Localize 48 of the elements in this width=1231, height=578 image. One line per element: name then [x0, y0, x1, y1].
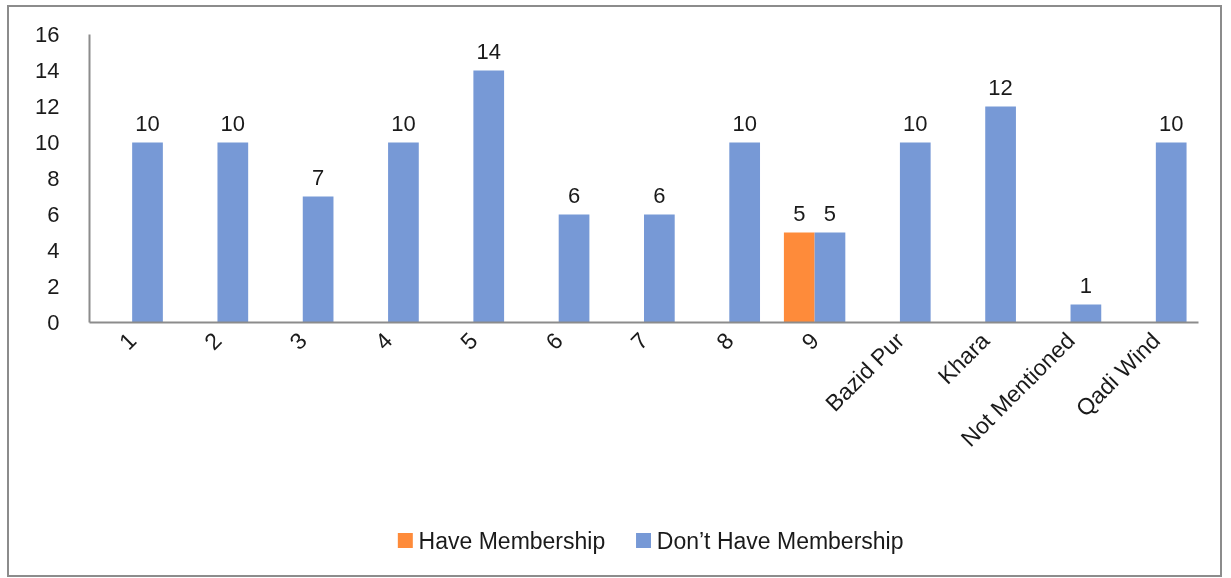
data-label: 7 — [312, 164, 325, 190]
data-label: 6 — [653, 182, 666, 208]
y-tick-label: 4 — [47, 238, 60, 263]
bar — [558, 214, 590, 323]
legend-label: Don’t Have Membership — [656, 527, 904, 554]
bar — [388, 142, 419, 323]
y-tick-label: 2 — [47, 274, 60, 299]
x-tick-label: 3 — [284, 327, 312, 355]
y-tick-label: 0 — [47, 310, 60, 335]
data-label: 12 — [988, 74, 1013, 100]
data-label: 10 — [732, 110, 757, 136]
data-label: 10 — [135, 110, 160, 136]
bar — [217, 142, 249, 323]
bar — [899, 142, 931, 323]
bar — [132, 142, 163, 323]
x-tick-label: 5 — [455, 327, 483, 355]
bar — [1155, 142, 1187, 323]
bar — [1070, 304, 1102, 323]
bar — [814, 232, 846, 323]
y-tick-label: 12 — [35, 94, 60, 119]
x-tick-label: 7 — [625, 327, 654, 355]
data-label: 10 — [220, 110, 246, 136]
x-tick-label: 6 — [540, 327, 568, 355]
data-label: 5 — [823, 200, 837, 226]
bar — [783, 232, 815, 323]
x-tick-label: 2 — [199, 327, 227, 355]
data-label: 14 — [476, 38, 501, 64]
data-label: 1 — [1079, 272, 1093, 298]
data-label: 10 — [1158, 110, 1184, 136]
data-label: 10 — [903, 110, 928, 136]
x-tick-label: 4 — [369, 327, 398, 355]
data-label: 6 — [567, 182, 581, 208]
y-tick-label: 14 — [35, 58, 60, 83]
x-tick-label: 1 — [113, 327, 142, 355]
bar — [644, 214, 675, 323]
bar — [302, 196, 334, 323]
y-tick-label: 6 — [47, 202, 60, 227]
bar — [729, 142, 761, 323]
bar — [985, 106, 1016, 323]
x-tick-label: 9 — [796, 327, 824, 355]
data-label: 10 — [391, 110, 416, 136]
y-tick-label: 10 — [35, 130, 60, 155]
data-label: 5 — [793, 200, 806, 226]
y-tick-label: 16 — [35, 22, 60, 47]
y-tick-label: 8 — [47, 166, 60, 191]
legend-label: Have Membership — [418, 527, 606, 554]
bar — [473, 70, 505, 323]
x-tick-label: 8 — [711, 327, 739, 355]
